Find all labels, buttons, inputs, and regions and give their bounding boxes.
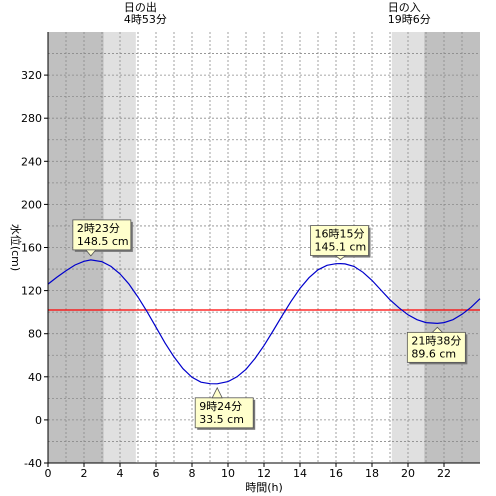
- callout-value: 89.6 cm: [411, 347, 456, 360]
- x-tick-label: 4: [117, 467, 124, 480]
- callout-value: 148.5 cm: [77, 235, 129, 248]
- y-tick-label: 80: [28, 328, 42, 341]
- x-tick-label: 2: [81, 467, 88, 480]
- x-axis-ticks: 0 2 4 6 8 10 12 14 16 18 20 22: [45, 463, 451, 480]
- y-tick-label: 320: [21, 69, 42, 82]
- x-tick-label: 0: [45, 467, 52, 480]
- x-tick-label: 14: [293, 467, 307, 480]
- x-axis-title: 時間(h): [245, 481, 283, 494]
- x-tick-label: 10: [221, 467, 235, 480]
- sunset-time: 19時6分: [388, 13, 431, 26]
- sun-labels: 日の出 4時53分 日の入 19時6分: [124, 0, 431, 26]
- callout-time: 9時24分: [199, 400, 242, 413]
- callout-box: [72, 219, 132, 251]
- callout-pointer: [334, 255, 347, 261]
- y-tick-label: 120: [21, 285, 42, 298]
- y-tick-label: 280: [21, 112, 42, 125]
- x-tick-label: 16: [329, 467, 343, 480]
- grid: [48, 32, 480, 463]
- y-tick-label: -40: [24, 457, 42, 470]
- callout-box: [194, 397, 254, 429]
- callout-box: [406, 331, 466, 363]
- callout-pointer: [211, 386, 223, 399]
- y-axis-title: 水位(cm): [9, 224, 23, 271]
- y-tick-label: 160: [21, 242, 42, 255]
- callout-time: 2時23分: [77, 222, 120, 235]
- callout-value: 33.5 cm: [199, 413, 244, 426]
- x-tick-label: 6: [153, 467, 160, 480]
- y-tick-label: 240: [21, 155, 42, 168]
- tide-series: [47, 259, 481, 385]
- x-tick-label: 8: [189, 467, 196, 480]
- x-tick-label: 22: [437, 467, 451, 480]
- series-line-0: [47, 259, 481, 385]
- x-tick-label: 12: [257, 467, 271, 480]
- y-tick-label: 200: [21, 198, 42, 211]
- sunrise-time: 4時53分: [124, 13, 167, 26]
- callout-pointer: [431, 326, 444, 333]
- y-axis-ticks: -40 0 40 80 120 160 200 240 280 320: [21, 69, 48, 470]
- callout-pointer: [84, 249, 97, 257]
- x-tick-label: 18: [365, 467, 379, 480]
- callout-time: 21時38分: [411, 334, 461, 347]
- callout-value: 145.1 cm: [315, 241, 367, 254]
- sunrise-label: 日の出: [124, 0, 157, 14]
- callout-time: 16時15分: [315, 228, 365, 241]
- callout-box: [310, 225, 369, 256]
- y-tick-label: 0: [35, 414, 42, 427]
- y-tick-label: 40: [28, 371, 42, 384]
- sunset-label: 日の入: [388, 1, 421, 14]
- x-tick-label: 20: [401, 467, 415, 480]
